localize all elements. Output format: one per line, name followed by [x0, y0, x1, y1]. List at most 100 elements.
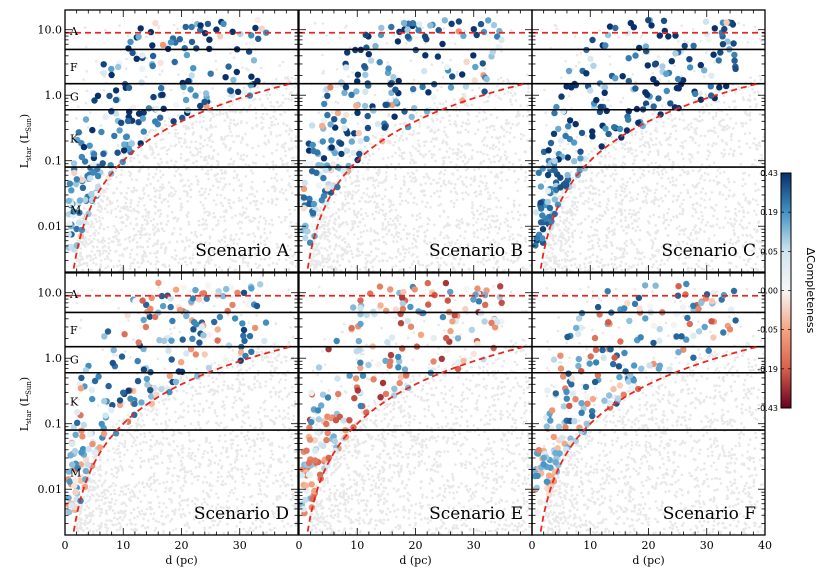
background-point — [289, 248, 292, 251]
background-point — [578, 188, 581, 191]
background-point — [94, 229, 98, 232]
background-point — [237, 178, 241, 182]
background-point — [289, 184, 292, 188]
star-point — [159, 91, 166, 99]
background-point — [496, 245, 500, 249]
background-point — [658, 141, 662, 144]
star-point — [361, 102, 369, 110]
background-point — [588, 207, 591, 210]
background-point — [653, 109, 657, 113]
background-point — [395, 240, 399, 243]
background-point — [240, 98, 244, 101]
background-point — [364, 262, 368, 266]
background-point — [662, 213, 666, 217]
background-point — [270, 198, 274, 201]
background-point — [621, 161, 625, 165]
star-point — [250, 57, 258, 64]
background-point — [99, 205, 103, 209]
star-point — [137, 25, 144, 32]
background-point — [741, 178, 745, 181]
background-point — [200, 187, 203, 190]
background-point — [472, 216, 475, 220]
background-point — [711, 144, 714, 148]
background-point — [461, 180, 464, 183]
background-point — [426, 175, 430, 178]
background-point — [419, 183, 423, 187]
background-point — [190, 182, 193, 186]
background-point — [131, 261, 135, 265]
background-point — [527, 86, 530, 90]
background-point — [197, 150, 200, 154]
background-point — [702, 268, 706, 271]
background-point — [206, 169, 210, 173]
background-point — [321, 254, 324, 257]
background-point — [312, 252, 316, 255]
background-point — [602, 244, 606, 248]
background-point — [248, 219, 251, 222]
background-point — [106, 225, 110, 229]
background-point — [661, 125, 665, 128]
background-point — [747, 260, 750, 263]
background-point — [446, 236, 450, 239]
background-point — [526, 185, 529, 189]
background-point — [163, 263, 166, 266]
background-point — [732, 154, 735, 157]
background-point — [701, 187, 705, 190]
background-point — [408, 247, 411, 250]
background-point — [694, 192, 698, 195]
background-point — [456, 177, 460, 181]
background-point — [467, 193, 470, 196]
background-point — [467, 113, 471, 116]
background-point — [599, 205, 602, 208]
background-point — [418, 263, 422, 267]
background-point — [496, 85, 499, 88]
background-point — [128, 170, 131, 173]
background-point — [378, 181, 381, 184]
background-point — [272, 115, 275, 118]
background-point — [382, 180, 386, 183]
background-point — [571, 250, 575, 253]
background-point — [362, 230, 366, 233]
star-point — [392, 86, 399, 93]
background-point — [352, 190, 355, 193]
background-point — [367, 152, 370, 156]
background-point — [610, 242, 614, 246]
background-point — [343, 194, 347, 198]
background-point — [506, 90, 510, 94]
background-point — [417, 149, 421, 153]
background-point — [287, 97, 291, 101]
background-point — [486, 227, 490, 230]
background-point — [397, 231, 401, 235]
background-point — [385, 42, 389, 45]
background-point — [137, 200, 141, 204]
background-point — [649, 132, 652, 136]
background-point — [598, 218, 602, 221]
star-point — [378, 24, 385, 32]
star-point — [459, 71, 466, 78]
background-point — [270, 201, 274, 205]
background-point — [708, 198, 712, 201]
background-point — [610, 257, 613, 261]
background-point — [485, 218, 489, 221]
background-point — [202, 116, 205, 119]
background-point — [166, 110, 169, 113]
background-point — [102, 249, 106, 252]
background-point — [591, 244, 595, 247]
background-point — [710, 191, 714, 194]
background-point — [524, 238, 527, 241]
background-point — [453, 186, 456, 190]
background-point — [290, 97, 294, 100]
background-point — [693, 208, 697, 211]
background-point — [81, 167, 84, 170]
background-point — [384, 188, 387, 191]
background-point — [187, 179, 190, 182]
star-point — [471, 77, 478, 84]
background-point — [653, 191, 657, 195]
background-point — [112, 265, 115, 268]
background-point — [611, 206, 614, 210]
background-point — [288, 175, 291, 178]
background-point — [145, 254, 148, 258]
background-point — [647, 170, 651, 173]
star-point — [100, 150, 107, 157]
star-point — [462, 83, 470, 90]
